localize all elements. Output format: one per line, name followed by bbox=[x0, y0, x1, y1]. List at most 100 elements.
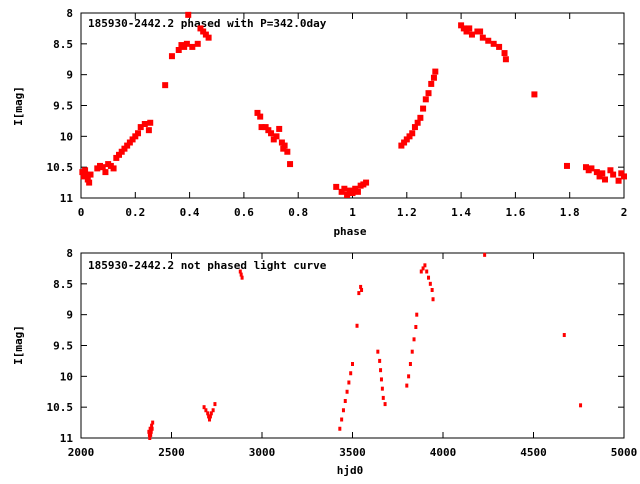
data-point bbox=[425, 269, 429, 274]
data-point bbox=[175, 47, 182, 53]
y-tick-label: 8.5 bbox=[53, 38, 73, 51]
data-point bbox=[185, 11, 192, 18]
data-point bbox=[401, 139, 408, 146]
data-point bbox=[280, 145, 287, 152]
x-tick-label: 0.4 bbox=[180, 206, 200, 219]
data-point bbox=[116, 151, 123, 158]
x-tick-label: 1.2 bbox=[397, 206, 417, 219]
data-point bbox=[137, 124, 144, 131]
y-tick-label: 11 bbox=[60, 432, 74, 445]
data-point bbox=[197, 25, 204, 32]
data-point bbox=[202, 31, 209, 38]
data-point bbox=[502, 56, 509, 63]
x-tick-label: 1.4 bbox=[451, 206, 471, 219]
data-point bbox=[412, 337, 416, 342]
data-point bbox=[357, 291, 361, 296]
data-point bbox=[363, 179, 370, 186]
y-tick-label: 10.5 bbox=[47, 161, 74, 174]
data-point bbox=[496, 43, 503, 50]
y-tick-label: 10.5 bbox=[47, 401, 74, 414]
data-point bbox=[262, 124, 269, 131]
data-point bbox=[411, 124, 418, 131]
data-point bbox=[355, 323, 359, 328]
data-point bbox=[479, 34, 486, 41]
data-point bbox=[466, 25, 473, 32]
data-point bbox=[425, 90, 432, 97]
x-tick-label: 5000 bbox=[611, 446, 638, 459]
data-point bbox=[168, 53, 175, 60]
data-point bbox=[463, 28, 470, 35]
x-tick-label: 1.8 bbox=[560, 206, 580, 219]
data-point bbox=[208, 417, 212, 422]
data-point bbox=[607, 167, 614, 174]
data-point bbox=[257, 113, 264, 120]
y-tick-label: 9.5 bbox=[53, 100, 73, 113]
data-point bbox=[240, 275, 244, 280]
data-point bbox=[406, 133, 413, 140]
data-point bbox=[207, 414, 211, 419]
data-point bbox=[147, 119, 154, 126]
data-point bbox=[132, 133, 139, 140]
data-point bbox=[239, 272, 243, 277]
data-point bbox=[150, 426, 154, 431]
phased-light-curve-plot: 185930-2442.2 phased with P=342.0day pha… bbox=[12, 7, 627, 238]
data-point bbox=[82, 167, 89, 174]
x-tick-label: 4000 bbox=[430, 446, 457, 459]
y-tick-label: 8 bbox=[66, 7, 73, 20]
y-axis-ticks: 8 8.5 9 9.5 10 10.5 11 bbox=[47, 247, 624, 445]
data-point bbox=[359, 284, 363, 289]
data-point bbox=[268, 130, 275, 137]
data-point bbox=[345, 389, 349, 394]
data-point bbox=[428, 281, 432, 286]
data-point bbox=[205, 34, 212, 41]
data-point bbox=[83, 171, 90, 178]
chart-title: 185930-2442.2 not phased light curve bbox=[88, 259, 327, 272]
data-point bbox=[468, 31, 475, 38]
data-point bbox=[383, 402, 387, 407]
x-tick-label: 0.2 bbox=[125, 206, 145, 219]
x-tick-label: 2500 bbox=[158, 446, 185, 459]
data-point bbox=[150, 423, 154, 428]
data-point bbox=[415, 312, 419, 317]
data-point bbox=[340, 417, 344, 422]
data-point bbox=[420, 105, 427, 112]
x-tick-label: 3000 bbox=[249, 446, 276, 459]
data-point bbox=[149, 429, 153, 434]
data-point bbox=[270, 136, 277, 143]
data-point bbox=[287, 161, 294, 168]
data-point bbox=[84, 176, 91, 183]
data-point bbox=[379, 368, 383, 373]
y-axis-ticks: 8 8.5 9 9.5 10 10.5 11 bbox=[47, 7, 624, 205]
data-point bbox=[129, 136, 136, 143]
data-point bbox=[621, 173, 627, 180]
y-tick-label: 9 bbox=[66, 69, 73, 82]
data-point bbox=[618, 170, 625, 177]
data-point bbox=[135, 130, 142, 137]
data-point bbox=[562, 333, 566, 338]
data-point bbox=[151, 420, 155, 425]
data-point bbox=[610, 171, 617, 178]
data-point bbox=[124, 142, 131, 149]
data-point bbox=[343, 399, 347, 403]
data-point bbox=[344, 191, 351, 198]
x-tick-label: 1 bbox=[349, 206, 356, 219]
data-point bbox=[148, 436, 152, 440]
plot-frame bbox=[80, 252, 625, 439]
data-point bbox=[162, 82, 169, 89]
data-point bbox=[118, 148, 125, 155]
x-tick-label: 0 bbox=[78, 206, 85, 219]
y-axis-label: I[mag] bbox=[12, 86, 25, 126]
data-point bbox=[588, 165, 595, 172]
data-point bbox=[414, 119, 421, 126]
data-point bbox=[398, 142, 405, 149]
data-point bbox=[273, 133, 280, 140]
y-axis-label: I[mag] bbox=[12, 325, 25, 365]
data-point bbox=[354, 188, 361, 195]
data-point bbox=[403, 136, 410, 143]
data-point bbox=[254, 109, 261, 116]
data-point bbox=[238, 269, 242, 274]
y-tick-label: 11 bbox=[60, 192, 74, 205]
data-point bbox=[333, 183, 340, 190]
data-point bbox=[281, 142, 288, 149]
data-point bbox=[141, 121, 148, 127]
